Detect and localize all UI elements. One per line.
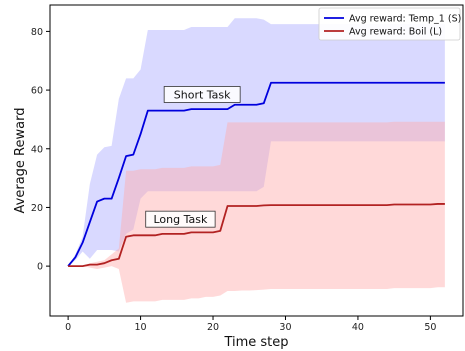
annotation-label: Long Task <box>153 213 207 226</box>
x-tick-label: 0 <box>65 322 71 333</box>
series-line-1 <box>67 81 445 267</box>
legend-entry-1: Avg reward: Temp_1 (S) <box>349 14 461 25</box>
x-axis: 0 10 20 30 40 50 <box>65 316 436 333</box>
annotation-box <box>145 210 216 228</box>
x-tick-label: 30 <box>279 322 291 333</box>
y-tick-label: 80 <box>31 27 43 38</box>
confidence-bands <box>68 18 445 303</box>
x-axis-label: Time step <box>223 335 288 350</box>
y-tick-label: 40 <box>31 144 43 155</box>
y-axis-label: Average Reward <box>13 108 28 214</box>
series-lines <box>67 81 445 268</box>
y-tick-label: 0 <box>37 262 43 273</box>
annotation: Short Task <box>163 86 241 103</box>
annotation: Long Task <box>145 210 216 228</box>
annotation-label: Short Task <box>174 88 231 101</box>
y-axis: 0 20 40 60 80 <box>31 27 50 273</box>
annotation-box <box>163 86 241 103</box>
legend-box <box>318 7 461 41</box>
x-tick-label: 20 <box>207 322 219 333</box>
legend-entry-2: Avg reward: Boil (L) <box>349 27 442 38</box>
annotations: Short Task Long Task <box>145 86 241 228</box>
plot-frame <box>49 4 464 317</box>
series-line-2 <box>68 203 445 268</box>
y-tick-label: 60 <box>31 86 43 97</box>
x-tick-label: 50 <box>424 322 436 333</box>
series-band-1 <box>68 18 445 267</box>
legend: Avg reward: Temp_1 (S) Avg reward: Boil (… <box>318 7 461 41</box>
series-band-2 <box>68 121 445 303</box>
x-tick-label: 10 <box>135 322 147 333</box>
y-tick-label: 20 <box>31 203 43 214</box>
x-tick-label: 40 <box>352 322 364 333</box>
